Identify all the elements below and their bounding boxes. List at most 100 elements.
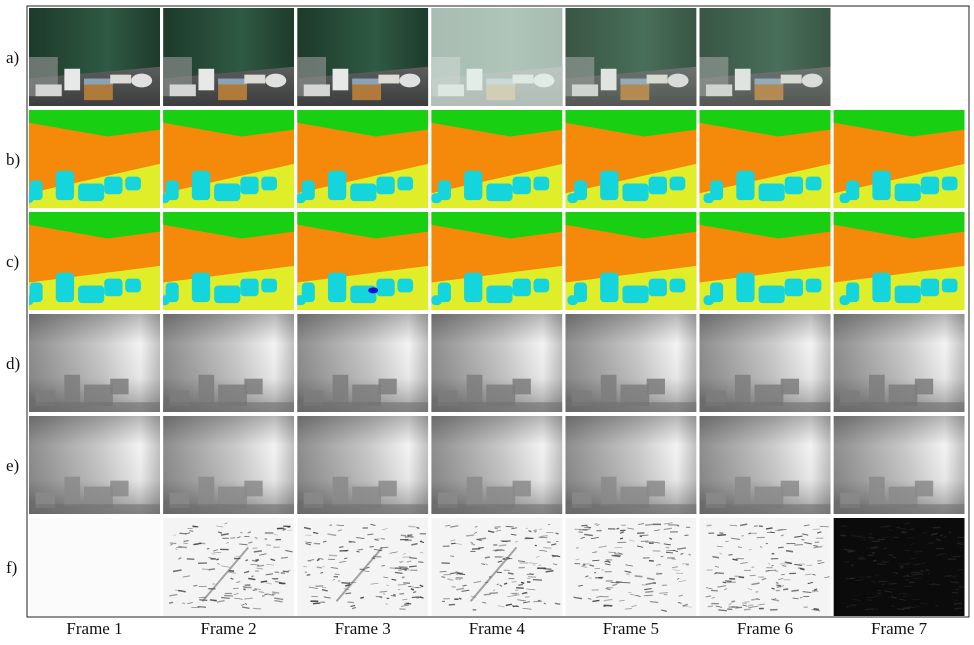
uncertainty-speck bbox=[873, 560, 877, 561]
seg-object bbox=[328, 171, 346, 200]
depth-object bbox=[781, 379, 799, 395]
depth-object bbox=[513, 379, 531, 395]
cell-image bbox=[297, 8, 428, 106]
uncertainty-speck bbox=[787, 563, 792, 564]
uncertainty-speck bbox=[262, 596, 265, 597]
uncertainty-speck bbox=[875, 575, 880, 576]
uncertainty-speck bbox=[287, 527, 290, 528]
cell bbox=[159, 110, 294, 208]
uncertainty-speck bbox=[504, 583, 507, 584]
uncertainty-speck bbox=[869, 533, 872, 534]
seg-object bbox=[806, 279, 822, 293]
cell-image bbox=[834, 110, 965, 208]
depth-object bbox=[110, 481, 128, 497]
cell-image bbox=[700, 518, 831, 616]
uncertainty-speck bbox=[246, 560, 248, 561]
cell bbox=[297, 8, 428, 106]
uncertainty-speck bbox=[178, 547, 187, 548]
uncertainty-speck bbox=[261, 581, 267, 582]
seg-object bbox=[464, 171, 482, 200]
uncertainty-speck bbox=[556, 533, 559, 534]
uncertainty-speck bbox=[814, 609, 819, 610]
cell-image bbox=[700, 212, 831, 310]
cell bbox=[700, 314, 831, 412]
uncertainty-speck bbox=[407, 561, 411, 562]
depth-object bbox=[647, 481, 665, 497]
uncertainty-speck bbox=[213, 552, 221, 553]
uncertainty-speck bbox=[210, 600, 217, 601]
cell bbox=[700, 212, 831, 310]
uncertainty-speck bbox=[393, 595, 395, 596]
haze bbox=[700, 8, 831, 106]
depth-object bbox=[513, 481, 531, 497]
uncertainty-speck bbox=[402, 599, 407, 600]
row-label: c) bbox=[6, 252, 19, 271]
uncertainty-speck bbox=[539, 529, 542, 530]
depth-floor bbox=[29, 402, 160, 412]
depth-object bbox=[869, 477, 885, 506]
uncertainty-speck bbox=[794, 545, 803, 546]
uncertainty-speck bbox=[338, 530, 342, 531]
depth-object bbox=[198, 375, 214, 404]
uncertainty-speck bbox=[766, 528, 773, 529]
seg-object bbox=[785, 279, 803, 297]
cell bbox=[834, 416, 965, 514]
uncertainty-speck bbox=[521, 582, 524, 583]
uncertainty-speck bbox=[851, 535, 860, 536]
uncertainty-speck bbox=[731, 601, 735, 602]
cell bbox=[295, 212, 428, 310]
depth-object bbox=[735, 375, 751, 404]
cell bbox=[431, 212, 562, 310]
cell-image bbox=[700, 314, 831, 412]
cell-image bbox=[431, 416, 562, 514]
uncertainty-speck bbox=[253, 608, 261, 609]
tub-top bbox=[218, 79, 247, 85]
uncertainty-speck bbox=[400, 568, 408, 569]
uncertainty-speck bbox=[409, 566, 417, 567]
cell bbox=[700, 8, 831, 106]
uncertainty-speck bbox=[416, 527, 419, 528]
seg-object bbox=[921, 177, 939, 195]
uncertainty-speck bbox=[543, 569, 551, 570]
uncertainty-speck bbox=[841, 526, 847, 527]
seg-object bbox=[704, 295, 714, 305]
uncertainty-speck bbox=[578, 585, 583, 586]
cell bbox=[565, 416, 696, 514]
uncertainty-speck bbox=[499, 545, 506, 546]
uncertainty-speck bbox=[266, 545, 271, 546]
depth-floor bbox=[431, 402, 562, 412]
depth-floor bbox=[29, 504, 160, 514]
tub-top bbox=[84, 79, 113, 85]
uncertainty-speck bbox=[543, 548, 551, 549]
cell-image bbox=[23, 110, 160, 208]
sink bbox=[131, 74, 152, 88]
uncertainty-speck bbox=[409, 558, 417, 559]
uncertainty-speck bbox=[402, 577, 405, 578]
uncertainty-speck bbox=[689, 554, 691, 555]
uncertainty-speck bbox=[881, 561, 889, 562]
uncertainty-blank bbox=[29, 518, 160, 616]
cell-image bbox=[431, 518, 562, 616]
uncertainty-speck bbox=[622, 582, 631, 583]
cell-image bbox=[163, 518, 294, 616]
uncertainty-speck bbox=[508, 573, 514, 574]
haze bbox=[565, 8, 696, 106]
uncertainty-speck bbox=[478, 538, 486, 539]
seg-object bbox=[649, 279, 667, 297]
seg-object bbox=[513, 177, 531, 195]
depth-floor bbox=[163, 402, 294, 412]
depth-object bbox=[915, 481, 933, 497]
cell bbox=[163, 314, 294, 412]
cell-image bbox=[29, 314, 160, 412]
toilet bbox=[64, 69, 80, 91]
cell bbox=[29, 518, 160, 616]
fixture bbox=[36, 84, 62, 96]
cell-image bbox=[159, 212, 294, 310]
seg-object bbox=[192, 273, 210, 302]
uncertainty-speck bbox=[459, 598, 461, 599]
depth-object bbox=[198, 477, 214, 506]
seg-object bbox=[704, 193, 714, 203]
cell bbox=[23, 212, 160, 310]
seg-object bbox=[261, 177, 277, 191]
cell bbox=[700, 110, 831, 208]
